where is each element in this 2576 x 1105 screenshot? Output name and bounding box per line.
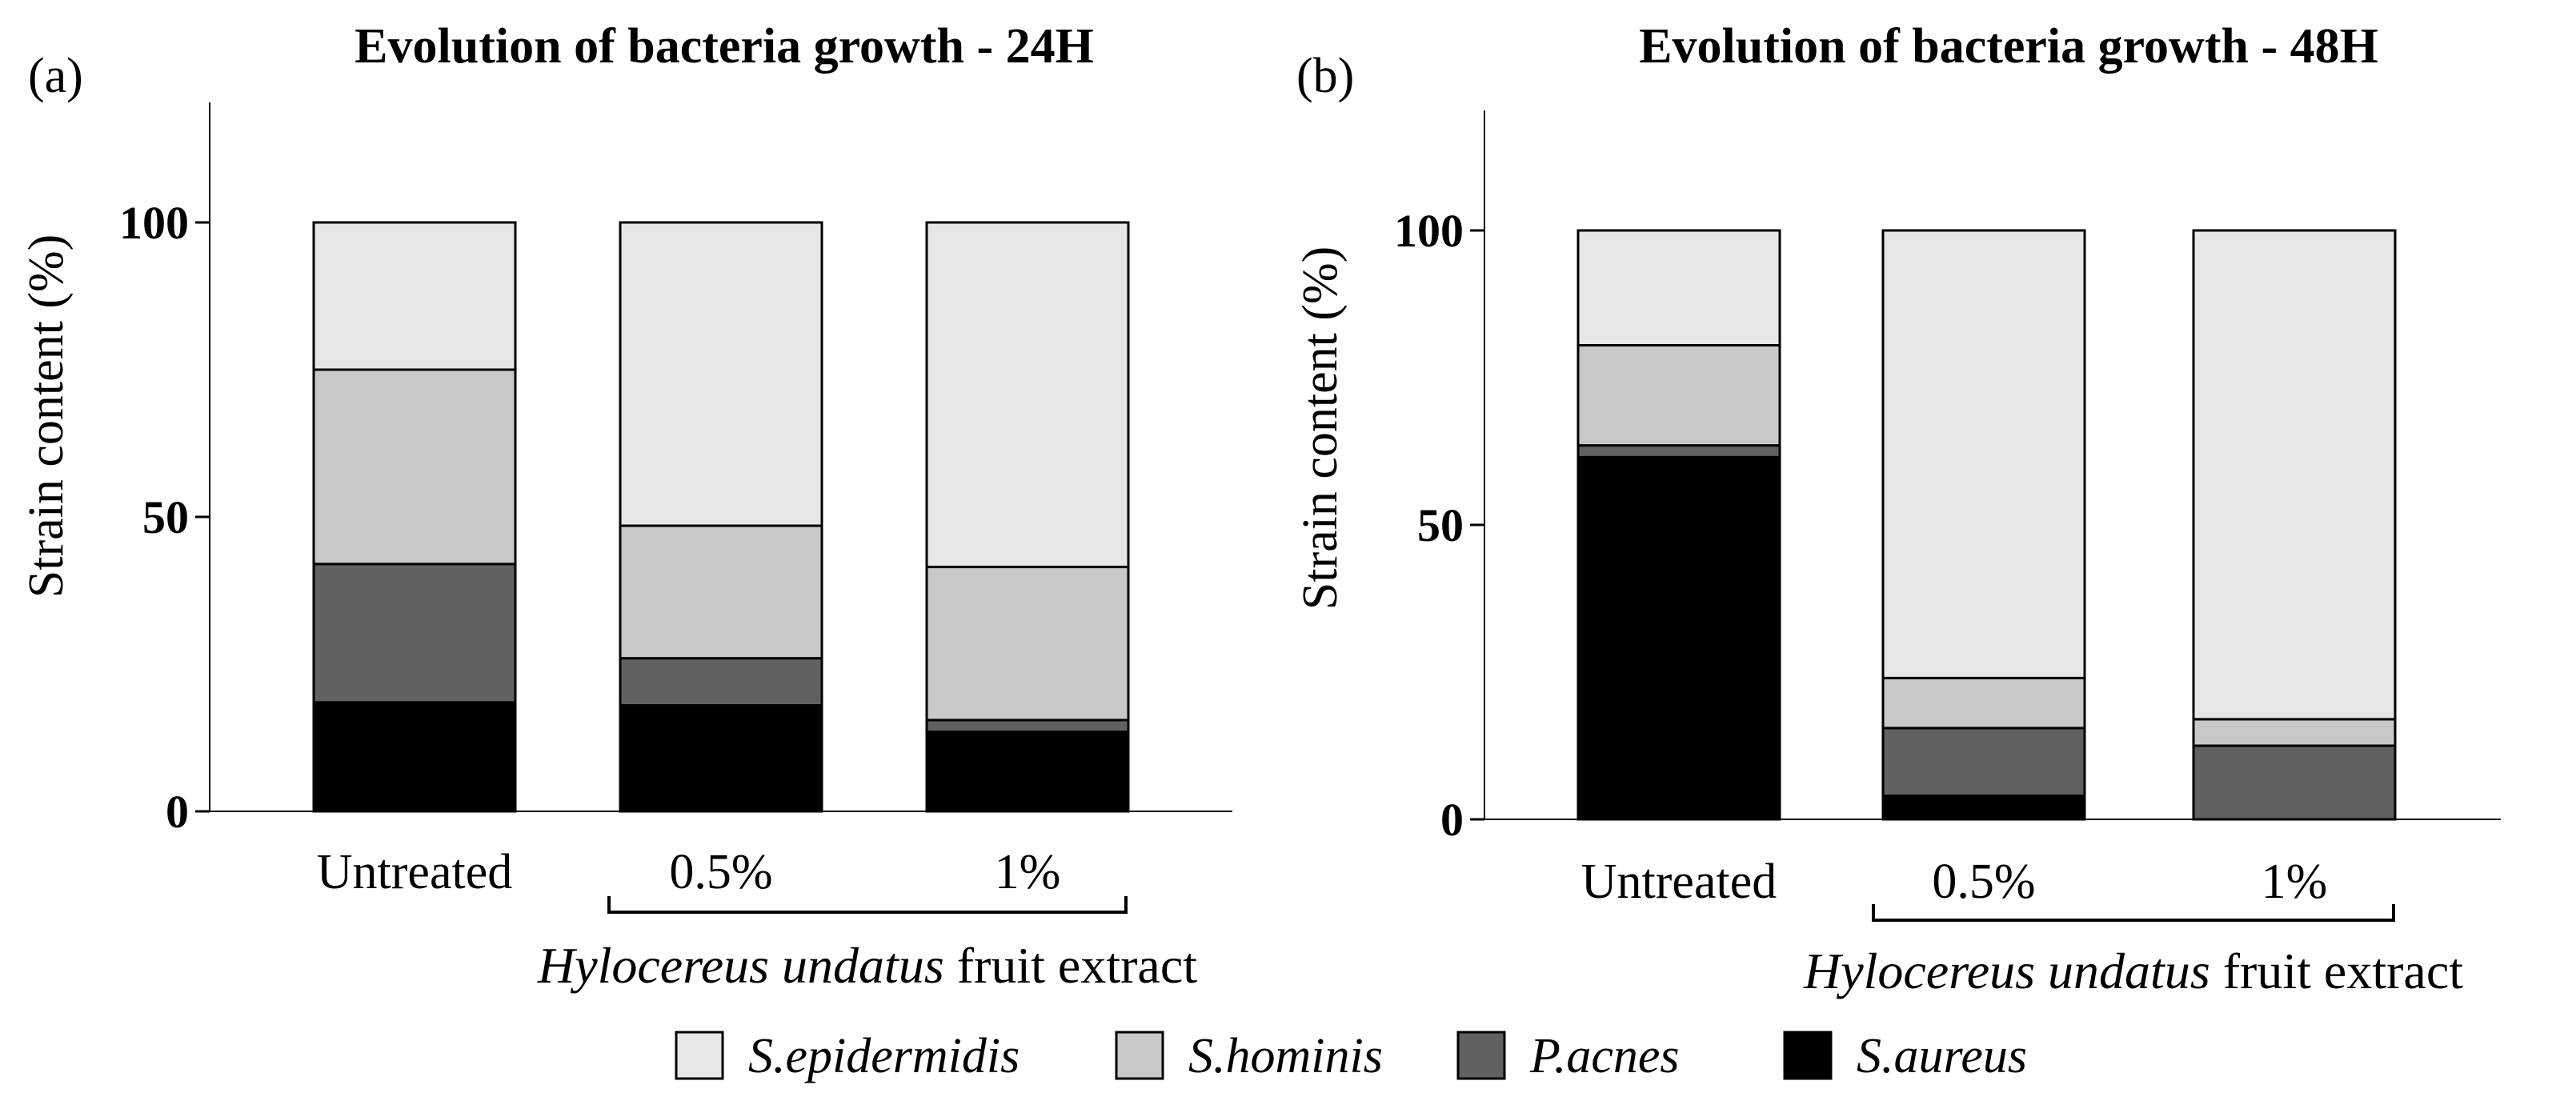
bar-segment-pacnes-1 bbox=[619, 657, 823, 707]
bar-segment-sepidermidis-1 bbox=[619, 221, 823, 527]
panel-48h: (b) Evolution of bacteria growth - 48H Str… bbox=[1293, 19, 2501, 999]
bar-segment-sepidermidis-1 bbox=[1881, 229, 2086, 679]
panel-letter: (b) bbox=[1296, 49, 1354, 103]
bar-segment-shominis-1 bbox=[619, 524, 823, 660]
bar-segment-shominis-0 bbox=[312, 368, 517, 566]
y-axis-label: Strain content (%) bbox=[1293, 246, 1348, 611]
legend-swatch-shominis bbox=[1115, 1031, 1164, 1080]
bar-segment-pacnes-0 bbox=[1576, 444, 1781, 458]
bar-segment-sepidermidis-2 bbox=[925, 221, 1130, 569]
y-tick-label: 100 bbox=[1394, 205, 1464, 257]
x-category-label: Untreated bbox=[317, 845, 512, 899]
x-category-label: 0.5% bbox=[1932, 855, 2035, 909]
group-label-species: Hylocereus undatus bbox=[537, 937, 944, 994]
bar-segment-sepidermidis-0 bbox=[1576, 229, 1781, 347]
legend-label-sepidermidis: S.epidermidis bbox=[748, 1029, 1020, 1083]
bar-segment-pacnes-1 bbox=[1881, 727, 2086, 798]
bar-segment-pacnes-2 bbox=[2192, 744, 2397, 821]
chart-title: Evolution of bacteria growth - 48H bbox=[1639, 19, 2378, 74]
group-label: Hylocereus undatus fruit extract bbox=[537, 937, 1197, 994]
y-axis-label: Strain content (%) bbox=[19, 234, 74, 599]
bar-segment-saureus-2 bbox=[925, 731, 1130, 813]
chart-title: Evolution of bacteria growth - 24H bbox=[355, 19, 1094, 74]
bar-segment-saureus-0 bbox=[1576, 455, 1781, 821]
group-label-species: Hylocereus undatus bbox=[1803, 943, 2210, 999]
legend-label-saureus: S.aureus bbox=[1857, 1029, 2027, 1083]
y-tick-label: 50 bbox=[1417, 499, 1464, 551]
bar-segment-pacnes-2 bbox=[925, 719, 1130, 734]
bar-segment-saureus-1 bbox=[619, 704, 823, 813]
y-tick-label: 0 bbox=[166, 786, 189, 838]
group-bracket bbox=[1872, 904, 2395, 922]
legend-label-pacnes: P.acnes bbox=[1529, 1029, 1680, 1083]
bar-segment-saureus-1 bbox=[1881, 795, 2086, 821]
legend-swatch-sepidermidis bbox=[675, 1031, 724, 1080]
x-category-label: Untreated bbox=[1581, 855, 1777, 909]
bar-segment-shominis-2 bbox=[925, 566, 1130, 722]
bar-segment-pacnes-0 bbox=[312, 563, 517, 704]
legend-swatch-pacnes bbox=[1456, 1031, 1506, 1080]
bar-segment-shominis-2 bbox=[2192, 718, 2397, 747]
group-label-rest: fruit extract bbox=[2210, 943, 2464, 999]
y-tick-label: 0 bbox=[1440, 794, 1464, 846]
bar-segment-shominis-0 bbox=[1576, 344, 1781, 447]
legend: S.epidermidis S.hominis P.acnes S.aureus bbox=[675, 1029, 2027, 1083]
bar-segment-sepidermidis-0 bbox=[312, 221, 517, 371]
bar-segment-saureus-0 bbox=[312, 701, 517, 813]
x-category-label: 0.5% bbox=[669, 845, 772, 899]
panel-24h: (a) Evolution of bacteria growth - 24H Str… bbox=[19, 19, 1232, 994]
bar-segment-sepidermidis-2 bbox=[2192, 229, 2397, 721]
legend-swatch-saureus bbox=[1783, 1031, 1833, 1080]
panel-letter: (a) bbox=[28, 49, 83, 103]
x-category-label: 1% bbox=[2262, 855, 2328, 909]
legend-label-shominis: S.hominis bbox=[1188, 1029, 1383, 1083]
group-bracket bbox=[607, 896, 1128, 914]
group-label: Hylocereus undatus fruit extract bbox=[1803, 943, 2463, 999]
group-label-rest: fruit extract bbox=[944, 937, 1198, 994]
y-tick-label: 50 bbox=[142, 491, 189, 543]
bar-segment-shominis-1 bbox=[1881, 676, 2086, 730]
y-tick-label: 100 bbox=[119, 197, 189, 249]
x-category-label: 1% bbox=[995, 845, 1061, 899]
